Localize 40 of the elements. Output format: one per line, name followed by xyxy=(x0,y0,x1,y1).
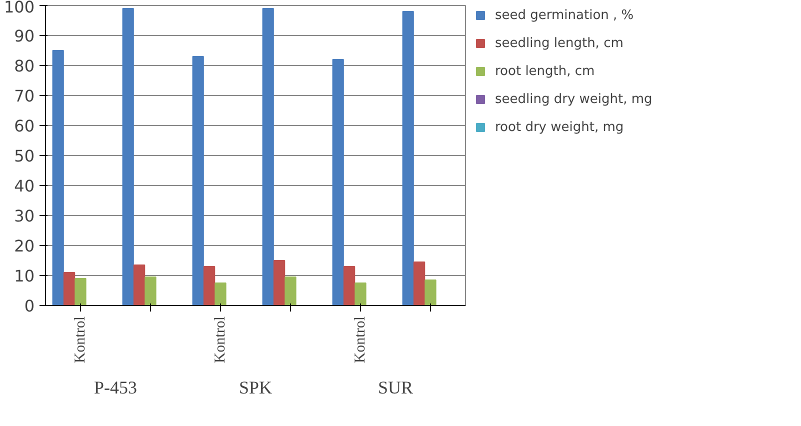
y-tick-label: 20 xyxy=(14,236,34,256)
bar xyxy=(413,262,426,306)
y-tick-label: 10 xyxy=(14,266,34,286)
bar xyxy=(63,272,76,306)
bar xyxy=(262,8,274,306)
y-tick-label: 30 xyxy=(14,206,34,226)
bar xyxy=(203,266,216,306)
y-tick-label: 40 xyxy=(14,176,34,196)
y-tick-label: 0 xyxy=(24,296,35,316)
bar xyxy=(402,11,414,306)
bar xyxy=(74,278,86,306)
bar xyxy=(354,282,366,306)
text: SUR xyxy=(378,378,414,398)
bar xyxy=(424,280,436,306)
text: P-453 xyxy=(94,378,138,398)
text: SPK xyxy=(238,378,272,398)
bar xyxy=(144,276,156,306)
bar xyxy=(214,282,226,306)
y-tick-label: 50 xyxy=(14,146,34,166)
x-tick-label: Kontrol xyxy=(352,316,368,364)
legend-label: root dry weight, mg xyxy=(495,120,624,134)
y-tick-label: 70 xyxy=(14,86,34,106)
y-tick-label: 90 xyxy=(14,26,34,46)
bar xyxy=(343,266,356,306)
bar xyxy=(273,260,286,306)
x-tick-label: Kontrol xyxy=(212,316,228,364)
x-tick-label: Kontrol xyxy=(72,316,88,364)
bar xyxy=(192,56,204,306)
bar xyxy=(52,50,64,306)
bar xyxy=(332,59,344,306)
legend-label: seed germination , % xyxy=(495,8,634,22)
legend-label: root length, cm xyxy=(495,64,595,78)
y-tick-label: 60 xyxy=(14,116,34,136)
legend-label: seedling length, cm xyxy=(495,36,624,50)
bar xyxy=(133,264,146,306)
bar xyxy=(284,276,296,306)
legend-label: seedling dry weight, mg xyxy=(495,92,652,106)
bar xyxy=(122,8,134,306)
y-tick-label: 100 xyxy=(4,0,35,16)
y-tick-label: 80 xyxy=(14,56,34,76)
